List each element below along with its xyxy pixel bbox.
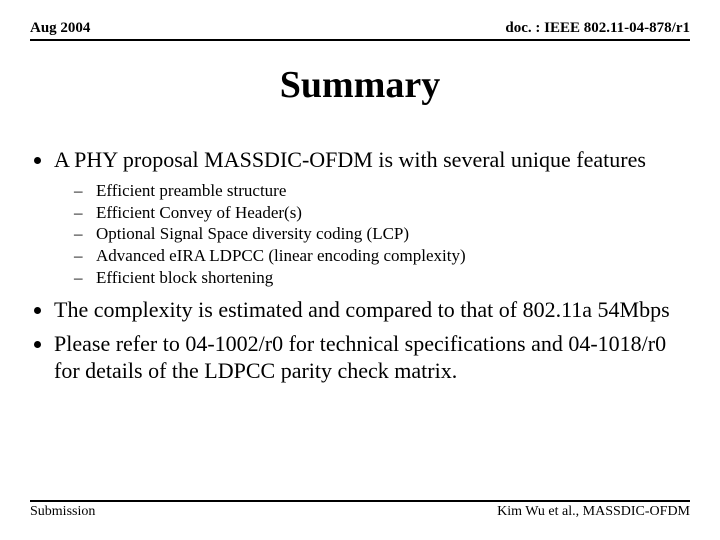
sub-bullet-list: Efficient preamble structure Efficient C… <box>96 180 690 289</box>
slide-title: Summary <box>30 63 690 107</box>
footer-bar: Submission Kim Wu et al., MASSDIC-OFDM <box>30 500 690 520</box>
sub-bullet-1: Efficient preamble structure <box>96 180 690 202</box>
bullet-1: A PHY proposal MASSDIC-OFDM is with seve… <box>54 147 690 289</box>
sub-bullet-2-text: Efficient Convey of Header(s) <box>96 203 302 222</box>
sub-bullet-1-text: Efficient preamble structure <box>96 181 286 200</box>
doc-prefix: doc. : IEEE 802.11- <box>505 20 629 36</box>
sub-bullet-4-text: Advanced eIRA LDPCC (linear encoding com… <box>96 246 466 265</box>
sub-bullet-4: Advanced eIRA LDPCC (linear encoding com… <box>96 245 690 267</box>
sub-bullet-3-text: Optional Signal Space diversity coding (… <box>96 224 409 243</box>
bullet-2-text: The complexity is estimated and compared… <box>54 297 670 322</box>
sub-bullet-3: Optional Signal Space diversity coding (… <box>96 223 690 245</box>
sub-bullet-5-text: Efficient block shortening <box>96 268 273 287</box>
footer-left: Submission <box>30 504 95 520</box>
bullet-1-text: A PHY proposal MASSDIC-OFDM is with seve… <box>54 147 646 172</box>
footer-right: Kim Wu et al., MASSDIC-OFDM <box>497 504 690 520</box>
sub-bullet-2: Efficient Convey of Header(s) <box>96 202 690 224</box>
header-doc: doc. : IEEE 802.11-04-878/r1 <box>505 20 690 37</box>
slide: Aug 2004 doc. : IEEE 802.11-04-878/r1 Su… <box>0 0 720 540</box>
bullet-3: Please refer to 04-1002/r0 for technical… <box>54 331 690 385</box>
header-bar: Aug 2004 doc. : IEEE 802.11-04-878/r1 <box>30 20 690 41</box>
bullet-2: The complexity is estimated and compared… <box>54 297 690 324</box>
bullet-3-text: Please refer to 04-1002/r0 for technical… <box>54 331 666 383</box>
bullet-list: A PHY proposal MASSDIC-OFDM is with seve… <box>54 147 690 385</box>
header-date: Aug 2004 <box>30 20 90 37</box>
sub-bullet-5: Efficient block shortening <box>96 267 690 289</box>
doc-tail: 04-878/r1 <box>629 20 690 36</box>
